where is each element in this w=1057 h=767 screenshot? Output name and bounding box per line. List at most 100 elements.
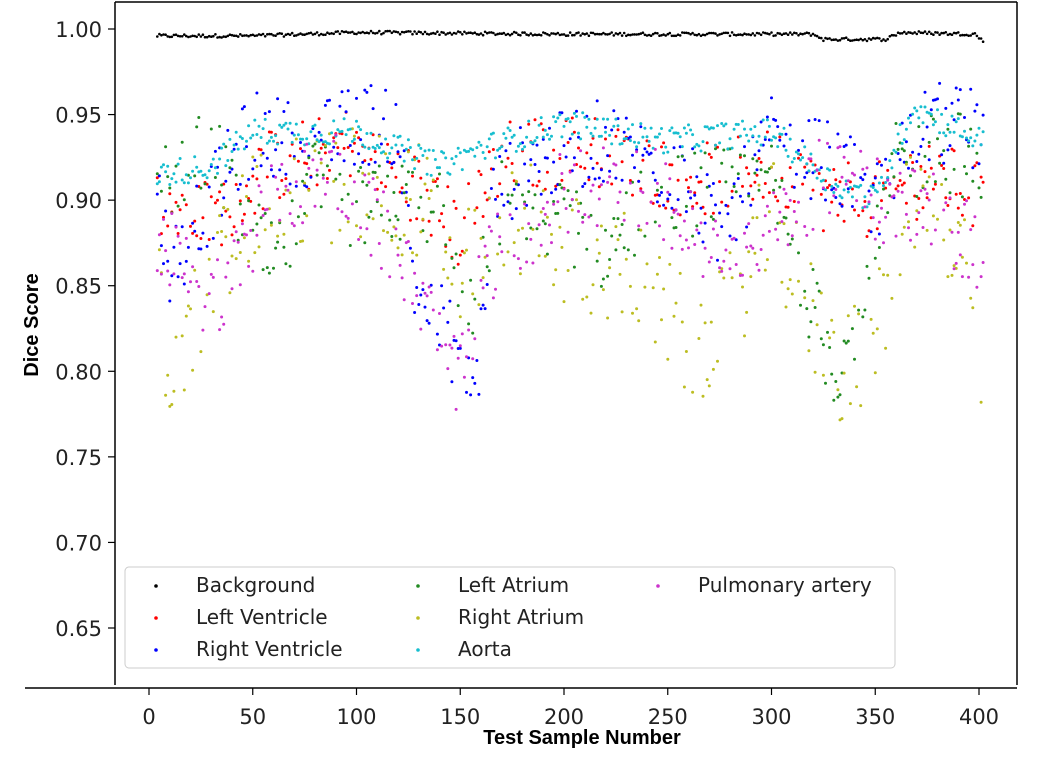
- data-point: [871, 186, 875, 189]
- data-point: [521, 31, 524, 34]
- data-point: [618, 31, 622, 35]
- data-point: [218, 328, 222, 332]
- data-point: [581, 32, 584, 35]
- data-point: [214, 33, 217, 36]
- data-point: [846, 190, 850, 194]
- data-point: [193, 229, 197, 233]
- data-point: [269, 135, 273, 139]
- data-point: [695, 175, 699, 179]
- data-point: [467, 182, 471, 186]
- data-point: [473, 337, 477, 341]
- data-point: [514, 149, 518, 153]
- data-point: [730, 146, 734, 150]
- data-point: [894, 187, 898, 191]
- data-point: [226, 128, 230, 132]
- data-point: [847, 38, 850, 41]
- data-point: [438, 219, 441, 223]
- data-point: [571, 33, 574, 37]
- data-point: [614, 225, 618, 229]
- data-point: [770, 144, 773, 148]
- data-point: [352, 180, 356, 184]
- data-point: [295, 34, 298, 37]
- data-point: [514, 182, 518, 186]
- data-point: [907, 31, 910, 34]
- data-point: [392, 225, 396, 229]
- data-point: [591, 283, 595, 287]
- data-point: [367, 180, 371, 184]
- data-point: [512, 241, 516, 245]
- data-point: [873, 256, 877, 260]
- data-point: [794, 220, 798, 224]
- data-point: [560, 245, 564, 249]
- data-point: [933, 120, 937, 124]
- data-point: [600, 32, 603, 36]
- y-axis-title: Dice Score: [21, 273, 43, 376]
- data-point: [711, 367, 715, 371]
- data-point: [537, 254, 541, 258]
- data-point: [543, 254, 547, 258]
- data-point: [371, 107, 375, 111]
- data-point: [512, 187, 516, 191]
- data-point: [552, 160, 556, 164]
- data-point: [176, 275, 180, 279]
- data-point: [334, 30, 338, 34]
- data-point: [392, 191, 396, 194]
- data-point: [587, 175, 591, 179]
- data-point: [664, 145, 668, 149]
- data-point: [805, 307, 809, 311]
- data-point: [921, 121, 925, 125]
- data-point: [780, 179, 784, 182]
- data-point: [458, 344, 462, 348]
- data-point: [502, 203, 506, 207]
- data-point: [838, 194, 842, 198]
- data-point: [815, 281, 819, 285]
- data-point: [446, 32, 450, 35]
- data-point: [743, 334, 746, 338]
- data-point: [189, 307, 192, 311]
- data-point: [774, 136, 778, 140]
- data-point: [193, 174, 197, 178]
- data-point: [172, 272, 176, 276]
- data-point: [280, 141, 284, 145]
- data-point: [631, 153, 634, 157]
- data-point: [846, 161, 850, 165]
- data-point: [292, 157, 296, 161]
- data-point: [844, 36, 848, 39]
- data-point: [853, 143, 856, 146]
- data-point: [396, 218, 400, 222]
- data-point: [386, 230, 390, 234]
- data-point: [821, 178, 825, 182]
- data-point: [483, 30, 487, 34]
- data-point: [282, 245, 286, 249]
- data-point: [330, 32, 333, 35]
- data-point: [973, 109, 977, 113]
- data-point: [431, 149, 435, 152]
- data-point: [348, 144, 352, 147]
- data-point: [182, 282, 186, 286]
- data-point: [328, 32, 331, 36]
- data-point: [309, 31, 313, 35]
- data-point: [597, 176, 601, 180]
- data-point: [390, 31, 394, 35]
- data-point: [714, 219, 717, 223]
- data-point: [539, 122, 543, 126]
- data-point: [301, 179, 305, 183]
- data-point: [780, 220, 784, 224]
- data-point: [458, 315, 462, 319]
- data-point: [323, 140, 327, 144]
- data-point: [269, 164, 273, 168]
- data-point: [404, 200, 408, 204]
- data-point: [969, 136, 973, 140]
- data-point: [550, 241, 553, 245]
- data-point: [442, 151, 446, 155]
- data-point: [448, 343, 452, 347]
- data-point: [674, 226, 678, 229]
- data-point: [963, 218, 966, 222]
- data-point: [247, 34, 250, 38]
- data-point: [655, 181, 659, 185]
- data-point: [377, 134, 381, 138]
- data-point: [954, 120, 958, 124]
- data-point: [350, 202, 354, 206]
- data-point: [631, 193, 634, 197]
- data-point: [761, 195, 765, 199]
